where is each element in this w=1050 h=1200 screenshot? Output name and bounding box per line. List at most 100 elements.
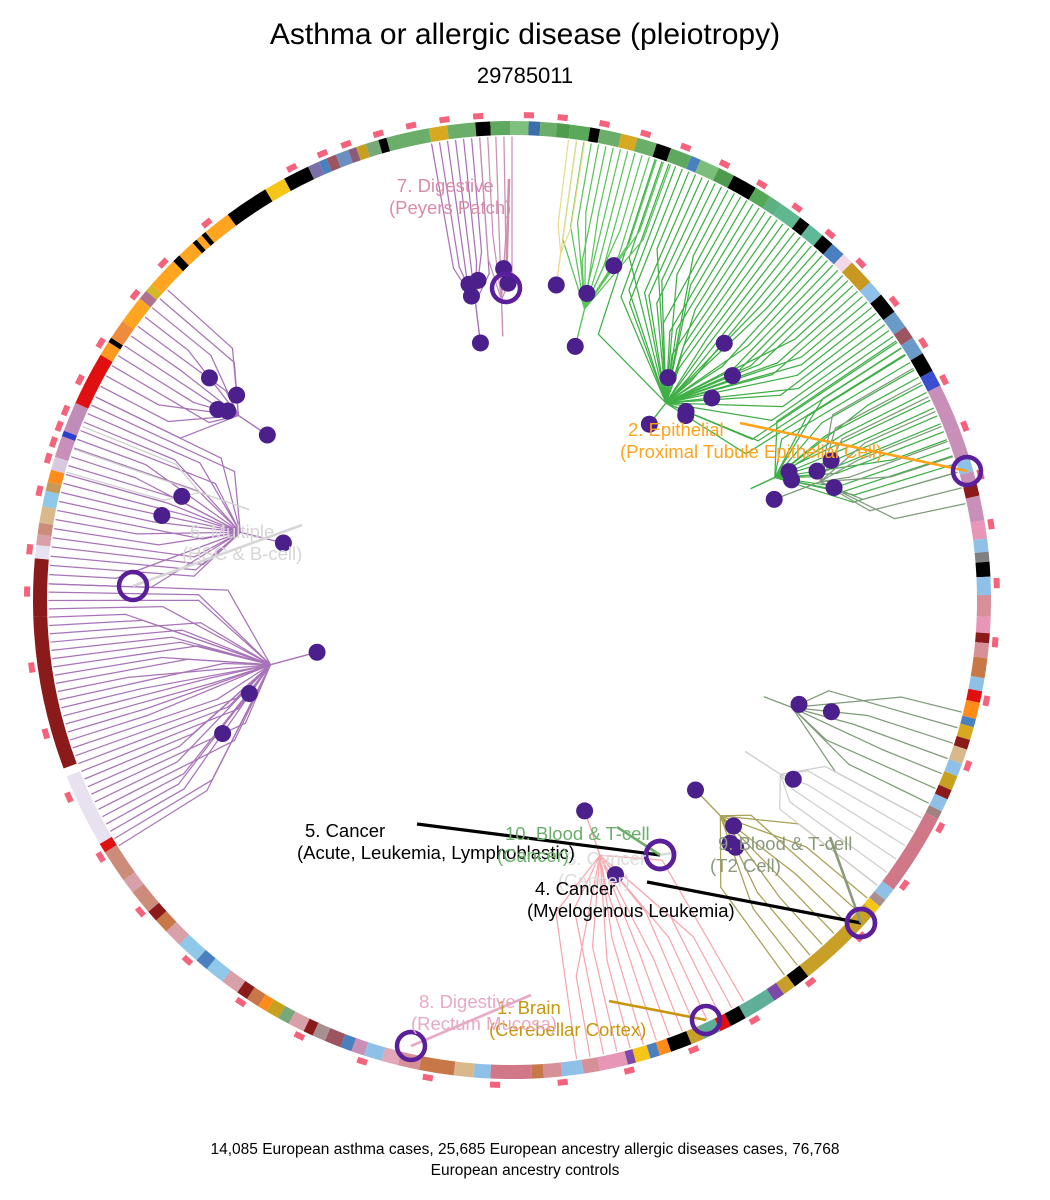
- ring-segment: [34, 544, 51, 560]
- cluster-node-dot: [659, 369, 677, 387]
- annotated-point-circle[interactable]: [950, 454, 984, 488]
- cluster-node-dot: [715, 334, 733, 352]
- dendrogram-branch: [51, 546, 205, 566]
- dendrogram-branch: [800, 307, 872, 366]
- dendrogram-branch: [58, 500, 154, 523]
- cluster-node-dot: [200, 369, 218, 387]
- ring-segment: [510, 120, 529, 136]
- ring-segment: [54, 436, 76, 461]
- ring-segment: [938, 771, 958, 791]
- dendrogram-branch: [167, 289, 234, 349]
- dendrogram-branch: [495, 136, 501, 266]
- dendrogram-branch: [123, 506, 241, 533]
- dendrogram-branch: [689, 196, 742, 286]
- annotated-point-circle[interactable]: [689, 1003, 723, 1037]
- ring-segment: [148, 902, 167, 921]
- annotated-point-circle[interactable]: [844, 906, 878, 940]
- dendrogram-branch: [750, 275, 844, 367]
- dendrogram-branch: [680, 219, 778, 358]
- outer-tick-mark: [991, 636, 999, 648]
- outer-tick-mark: [372, 129, 385, 139]
- annotated-point-circle[interactable]: [394, 1029, 428, 1063]
- dendrogram-branch: [791, 696, 902, 709]
- ring-segment: [542, 1062, 563, 1078]
- outer-tick-mark: [74, 373, 85, 386]
- ring-segment: [531, 1063, 544, 1079]
- dendrogram-branch: [642, 164, 671, 241]
- ring-segment: [75, 354, 113, 409]
- dendrogram-branch: [628, 166, 677, 291]
- dendrogram-branch: [49, 622, 202, 635]
- dendrogram-branch: [864, 411, 936, 444]
- ring-segment: [910, 353, 933, 378]
- ring-segment: [864, 897, 881, 913]
- dendrogram-branch: [796, 399, 931, 465]
- annotated-point-circle[interactable]: [116, 569, 150, 603]
- ring-segment: [123, 872, 144, 893]
- dendrogram-branch: [821, 369, 915, 424]
- dendrogram-branch: [53, 645, 199, 668]
- outer-tick-mark: [960, 420, 970, 432]
- ring-segment: [490, 121, 511, 136]
- dendrogram-branch: [776, 290, 858, 364]
- dendrogram-branch: [656, 302, 667, 404]
- ring-segment: [883, 311, 906, 335]
- ring-segment: [539, 121, 558, 138]
- outer-tick-mark: [24, 586, 31, 597]
- dendrogram-branch: [49, 573, 117, 579]
- dendrogram-branch: [648, 177, 703, 297]
- dendrogram-branch: [193, 531, 241, 558]
- ring-segment: [597, 129, 622, 148]
- cluster-node-dot: [724, 367, 742, 385]
- annotated-point-circle[interactable]: [643, 838, 677, 872]
- dendrogram-branch: [662, 193, 735, 324]
- annotated-point-circle[interactable]: [489, 271, 523, 305]
- dendrogram-branch: [145, 664, 272, 710]
- dendrogram-branch: [198, 599, 272, 666]
- dendrogram-branch: [665, 344, 750, 404]
- dendrogram-branch: [61, 688, 141, 709]
- dendrogram-branch: [73, 447, 200, 492]
- dendrogram-branch: [628, 161, 663, 258]
- dendrogram-branch: [573, 908, 605, 1055]
- outer-tick-mark: [157, 257, 169, 269]
- dendrogram-branch: [198, 594, 272, 666]
- dendrogram-branch: [51, 636, 173, 651]
- outer-tick-mark: [748, 1014, 761, 1026]
- dendrogram-branch: [55, 658, 189, 684]
- dendrogram-branch: [797, 324, 886, 390]
- outer-tick-mark: [200, 217, 213, 229]
- ring-segment: [45, 481, 62, 494]
- dendrogram-branch: [65, 473, 168, 504]
- cluster-node-dot: [214, 725, 232, 743]
- ring-segment: [365, 140, 383, 158]
- dendrogram-branch: [581, 145, 607, 262]
- outer-tick-mark: [623, 1066, 636, 1075]
- outer-tick-mark: [26, 543, 34, 555]
- dendrogram-branch: [227, 589, 272, 666]
- cluster-node-dot: [240, 685, 258, 703]
- dendrogram-branch: [794, 285, 854, 340]
- dendrogram-branch: [836, 431, 945, 474]
- dendrogram-branch: [54, 656, 163, 676]
- leader-line: [416, 822, 661, 857]
- dendrogram-branch: [780, 362, 911, 440]
- cluster-node-dot: [686, 781, 704, 799]
- category-ring: [32, 120, 991, 1079]
- ring-segment: [100, 341, 121, 362]
- dendrogram-branch: [807, 770, 914, 833]
- dendrogram-branch: [166, 502, 241, 533]
- dendrogram-branch: [752, 907, 798, 966]
- dendrogram-branch: [50, 629, 183, 643]
- ring-segment: [948, 745, 968, 764]
- ring-segment: [318, 158, 332, 175]
- dendrogram-branch: [645, 911, 696, 1027]
- dendrogram-branch: [628, 289, 667, 404]
- leader-line: [646, 880, 862, 925]
- dendrogram-branch: [200, 622, 272, 666]
- ring-segment: [695, 159, 719, 181]
- dendrogram-branch: [692, 936, 733, 1009]
- dendrogram-branch: [882, 749, 942, 775]
- ring-segment: [786, 965, 809, 987]
